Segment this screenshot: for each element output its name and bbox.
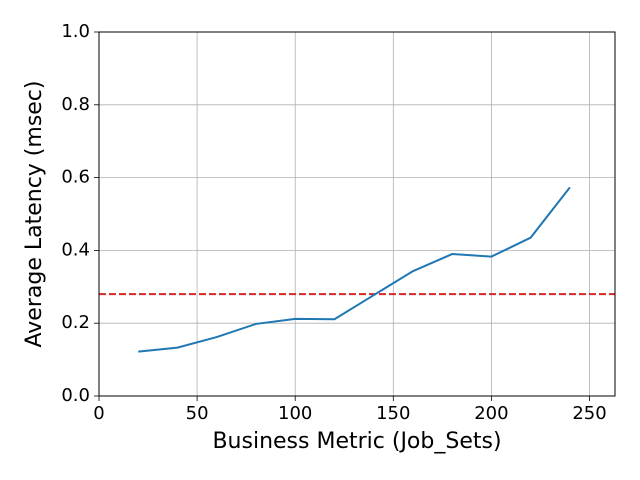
y-tick-label: 0.0 bbox=[61, 385, 90, 406]
y-axis-label: Average Latency (msec) bbox=[22, 81, 47, 348]
y-tick-label: 0.4 bbox=[61, 239, 90, 260]
x-tick-label: 200 bbox=[474, 403, 508, 424]
x-tick-label: 150 bbox=[376, 403, 410, 424]
x-axis-label: Business Metric (Job_Sets) bbox=[212, 429, 501, 454]
y-tick-label: 0.2 bbox=[61, 312, 90, 333]
x-tick-label: 100 bbox=[278, 403, 312, 424]
x-tick-label: 250 bbox=[572, 403, 606, 424]
data-line bbox=[138, 186, 571, 353]
x-tick-label: 0 bbox=[93, 403, 104, 424]
plot-frame bbox=[98, 31, 616, 397]
y-tick-label: 0.8 bbox=[61, 94, 90, 115]
y-tick-label: 1.0 bbox=[61, 21, 90, 42]
y-tick-label: 0.6 bbox=[61, 167, 90, 188]
x-tick-label: 50 bbox=[186, 403, 209, 424]
